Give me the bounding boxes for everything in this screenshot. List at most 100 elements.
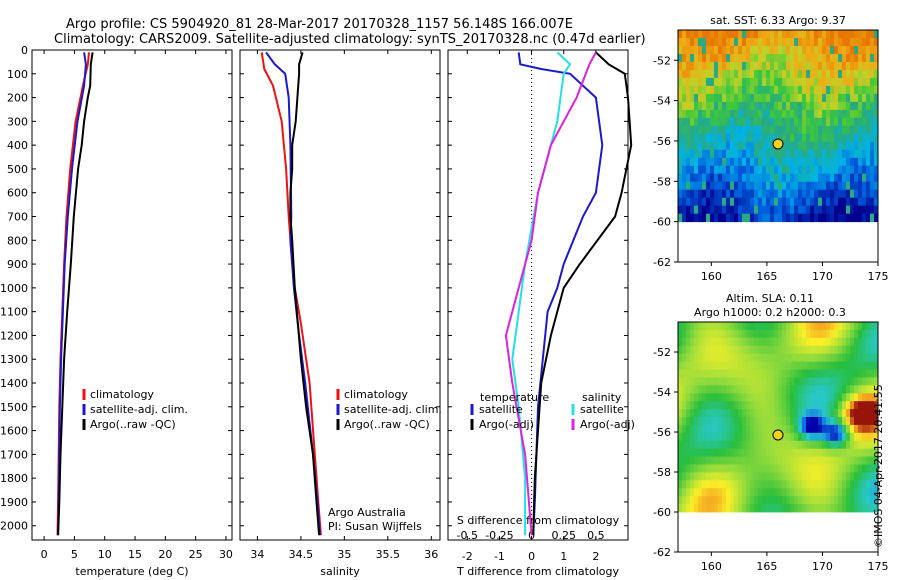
sla-field	[678, 322, 879, 513]
map-cell	[790, 504, 795, 513]
map-cell	[790, 440, 795, 450]
map-cell	[706, 456, 711, 465]
map-cell	[802, 133, 807, 143]
map-cell	[766, 117, 771, 127]
map-cell	[682, 189, 687, 199]
map-cell	[766, 93, 771, 103]
map-cell	[706, 117, 711, 127]
map-cell	[818, 93, 823, 103]
map-cell	[866, 377, 871, 386]
map-cell	[678, 125, 683, 135]
map-cell	[738, 149, 743, 159]
map-cell	[838, 197, 843, 207]
map-cell	[734, 409, 739, 418]
y-tick-label: 800	[7, 234, 28, 247]
map-cell	[866, 181, 871, 191]
map-cell	[866, 409, 871, 418]
map-cell	[838, 393, 843, 402]
map-cell	[762, 393, 767, 402]
map-cell	[790, 125, 795, 135]
map-cell	[758, 109, 763, 119]
map-cell	[762, 77, 767, 87]
map-cell	[830, 345, 835, 355]
map-cell	[842, 377, 847, 386]
map-cell	[790, 46, 795, 55]
map-cell	[846, 61, 851, 71]
map-cell	[722, 173, 727, 183]
map-cell	[694, 432, 699, 442]
map-cell	[782, 30, 787, 39]
map-cell	[794, 409, 799, 418]
map-cell	[682, 329, 687, 339]
map-cell	[786, 464, 791, 473]
map-cell	[698, 464, 703, 473]
map-cell	[750, 456, 755, 465]
map-cell	[738, 141, 743, 151]
map-cell	[846, 401, 851, 410]
map-cell	[814, 101, 819, 111]
map-cell	[830, 480, 835, 489]
map-cell	[702, 38, 707, 47]
map-cell	[714, 432, 719, 442]
map-cell	[758, 77, 763, 87]
map-cell	[698, 488, 703, 497]
map-cell	[726, 93, 731, 103]
map-cell	[710, 464, 715, 473]
map-cell	[782, 77, 787, 87]
map-cell	[818, 85, 823, 95]
map-cell	[798, 189, 803, 199]
map-cell	[786, 117, 791, 127]
map-cell	[870, 329, 875, 339]
map-cell	[790, 30, 795, 39]
map-cell	[810, 213, 815, 223]
map-cell	[730, 417, 735, 426]
map-cell	[814, 38, 819, 47]
map-cell	[726, 393, 731, 402]
map-cell	[834, 173, 839, 183]
map-cell	[762, 424, 767, 434]
map-cell	[786, 197, 791, 207]
map-cell	[846, 165, 851, 175]
map-cell	[770, 157, 775, 167]
map-cell	[722, 61, 727, 71]
map-cell	[838, 30, 843, 39]
map-cell	[790, 77, 795, 87]
map-cell	[698, 157, 703, 167]
map-cell	[842, 149, 847, 159]
map-cell	[678, 417, 683, 426]
map-cell	[822, 61, 827, 71]
map-cell	[690, 61, 695, 71]
map-cell	[770, 77, 775, 87]
map-cell	[810, 456, 815, 465]
map-cell	[770, 133, 775, 143]
y-tick-label: 2000	[0, 520, 28, 533]
map-cell	[686, 133, 691, 143]
map-cell	[778, 77, 783, 87]
map-cell	[678, 30, 683, 39]
map-cell	[866, 464, 871, 473]
map-cell	[790, 117, 795, 127]
map-cell	[690, 165, 695, 175]
map-cell	[850, 409, 855, 418]
map-cell	[722, 448, 727, 457]
map-cell	[762, 329, 767, 339]
map-cell	[802, 189, 807, 199]
map-cell	[762, 472, 767, 481]
map-cell	[790, 353, 795, 362]
map-cell	[722, 496, 727, 505]
map-cell	[766, 101, 771, 111]
map-cell	[810, 472, 815, 481]
map-cell	[746, 46, 751, 55]
map-cell	[858, 322, 863, 331]
map-cell	[778, 337, 783, 347]
map-cell	[850, 322, 855, 331]
map-cell	[786, 393, 791, 402]
map-cell	[722, 456, 727, 465]
map-cell	[846, 205, 851, 215]
map-cell	[678, 165, 683, 175]
map-cell	[862, 54, 867, 63]
map-cell	[846, 424, 851, 434]
map-cell	[742, 30, 747, 39]
map-cell	[870, 393, 875, 402]
map-cell	[778, 125, 783, 135]
